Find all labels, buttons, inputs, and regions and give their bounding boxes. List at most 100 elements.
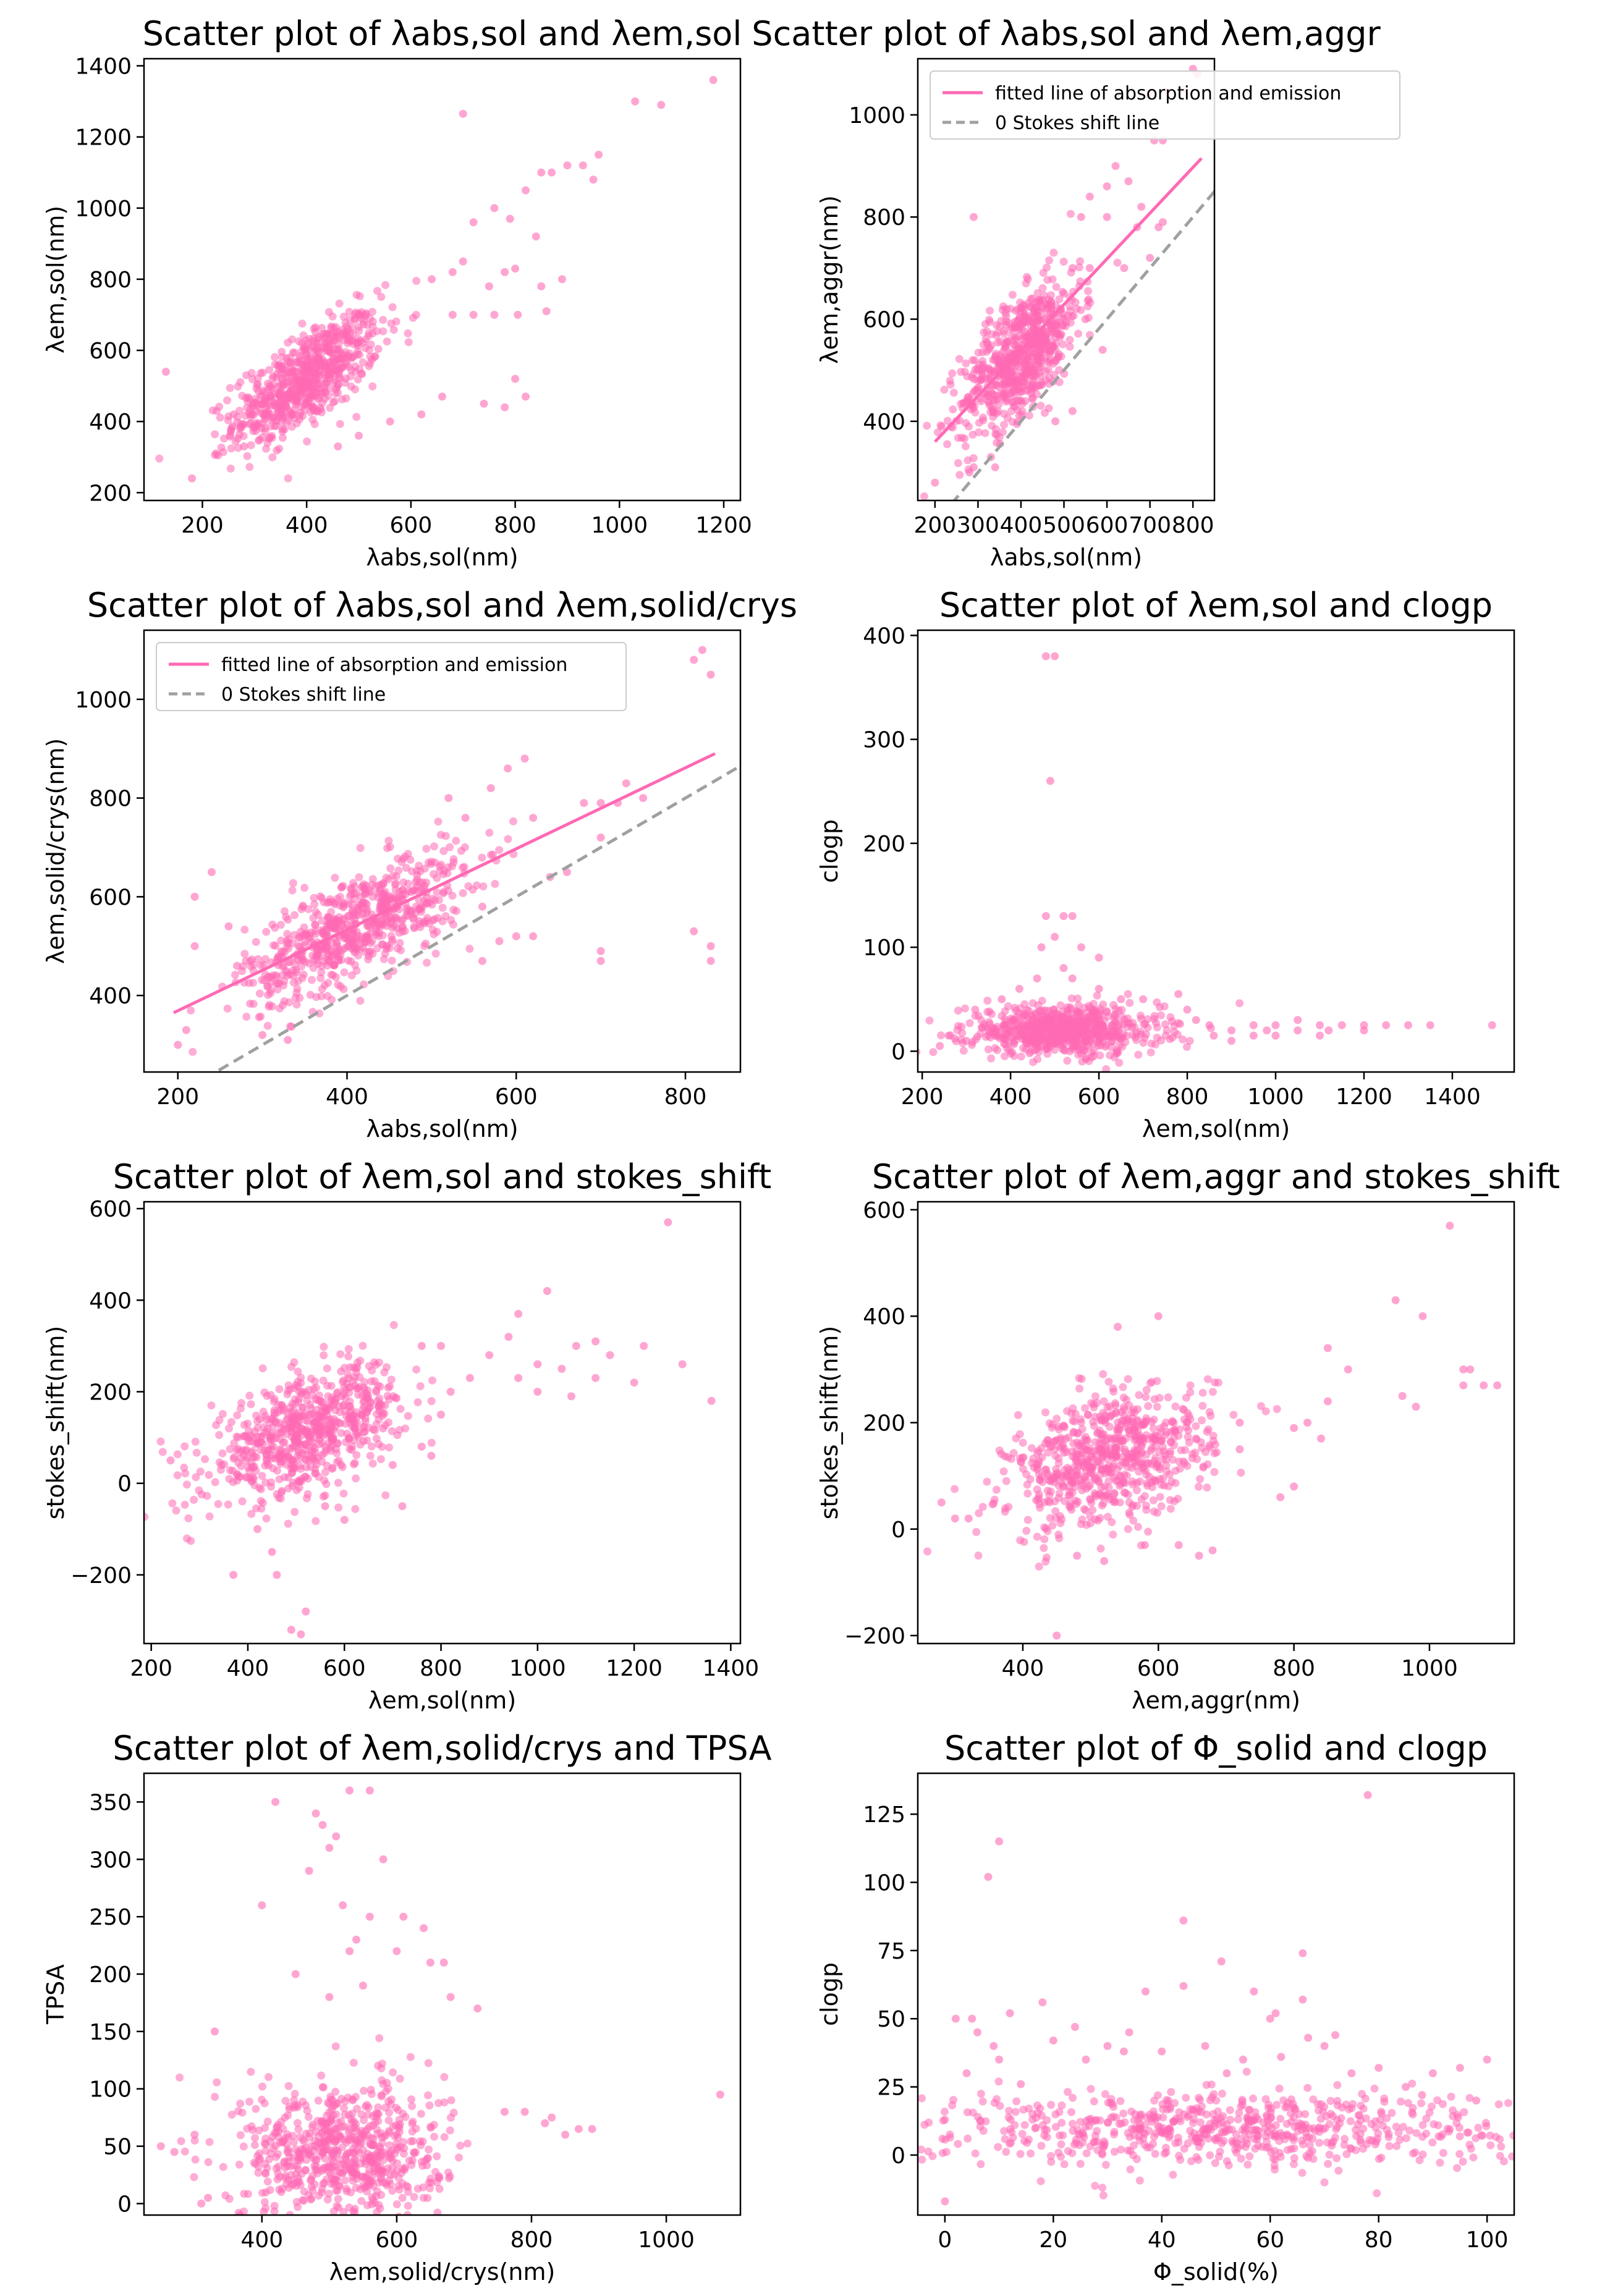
- data-point: [1103, 182, 1111, 191]
- data-point: [931, 478, 939, 487]
- data-point: [1130, 1453, 1138, 1461]
- data-point: [478, 956, 486, 965]
- data-point: [940, 386, 949, 394]
- data-point: [1404, 1021, 1412, 1029]
- data-point: [378, 880, 386, 889]
- data-point: [261, 1479, 270, 1487]
- data-point: [252, 427, 260, 436]
- data-point: [1090, 1400, 1098, 1409]
- data-point: [317, 992, 326, 1000]
- data-point: [440, 866, 449, 875]
- data-point: [1043, 263, 1051, 272]
- data-point: [1022, 1527, 1031, 1535]
- data-point: [349, 1417, 358, 1426]
- data-point: [1166, 1447, 1175, 1456]
- data-point: [392, 1394, 401, 1403]
- data-point: [435, 2242, 443, 2250]
- data-point: [297, 962, 306, 971]
- data-point: [294, 2125, 303, 2134]
- data-point: [589, 175, 598, 184]
- data-point: [952, 1037, 960, 1045]
- data-point: [1085, 295, 1093, 304]
- data-point: [951, 1514, 959, 1523]
- data-point: [327, 1382, 336, 1390]
- data-point: [1097, 1416, 1106, 1424]
- data-point: [240, 442, 248, 450]
- data-point: [1033, 289, 1042, 297]
- data-point: [298, 1403, 307, 1412]
- data-point: [984, 389, 993, 398]
- data-point: [260, 424, 269, 433]
- data-point: [269, 1435, 277, 1443]
- data-point: [343, 1429, 352, 1438]
- data-point: [301, 1440, 310, 1448]
- data-point: [971, 1005, 980, 1014]
- fitted-line: [172, 752, 716, 1015]
- y-tick-label: 600: [89, 885, 132, 910]
- data-point: [1290, 1424, 1298, 1432]
- data-point: [1082, 1484, 1091, 1493]
- data-point: [420, 2250, 428, 2258]
- data-point: [1137, 1015, 1145, 1023]
- data-point: [479, 882, 488, 891]
- data-point: [1109, 1384, 1117, 1393]
- data-point: [1001, 1015, 1009, 1023]
- data-point: [1006, 305, 1015, 313]
- data-point: [1382, 1021, 1391, 1029]
- data-point: [379, 327, 388, 336]
- data-point: [1104, 1484, 1113, 1492]
- data-point: [352, 413, 361, 421]
- data-point: [360, 2116, 368, 2124]
- data-point: [286, 970, 294, 979]
- data-point: [344, 1344, 353, 1353]
- data-point: [299, 331, 308, 340]
- data-point: [1041, 1408, 1049, 1417]
- data-point: [1153, 1403, 1161, 1411]
- chart-title: Scatter plot of λem,sol and stokes_shift: [113, 1157, 772, 1196]
- data-point: [664, 1218, 672, 1226]
- data-point: [310, 900, 319, 908]
- data-point: [392, 2140, 400, 2148]
- x-tick-label: 600: [1137, 1656, 1180, 1681]
- data-point: [1068, 1478, 1077, 1487]
- y-tick-label: 800: [863, 205, 905, 230]
- data-point: [341, 379, 349, 387]
- data-point: [256, 1012, 265, 1021]
- data-point: [1067, 994, 1076, 1003]
- data-point: [354, 951, 363, 960]
- data-point: [1085, 1023, 1094, 1032]
- data-point: [1029, 1058, 1038, 1066]
- data-point: [338, 363, 347, 372]
- data-point: [1139, 1437, 1148, 1446]
- data-point: [968, 431, 977, 439]
- data-point: [287, 1362, 295, 1371]
- data-point: [1142, 1501, 1150, 1510]
- data-point: [1057, 1442, 1066, 1451]
- x-axis-label: λem,sol(nm): [1142, 1115, 1290, 1142]
- data-point: [385, 1443, 394, 1452]
- data-point: [352, 1474, 360, 1483]
- data-point: [270, 1411, 279, 1420]
- data-point: [252, 407, 261, 416]
- data-point: [1104, 1462, 1113, 1470]
- data-point: [318, 1413, 326, 1422]
- y-tick-label: 400: [89, 1288, 132, 1314]
- data-point: [347, 957, 355, 966]
- data-point: [1137, 203, 1146, 211]
- data-point: [279, 434, 287, 442]
- data-point: [639, 794, 648, 803]
- data-point: [1001, 1052, 1009, 1060]
- data-point: [520, 754, 529, 763]
- data-point: [1065, 302, 1074, 311]
- data-point: [472, 881, 481, 890]
- data-point: [430, 2132, 438, 2141]
- data-point: [331, 874, 339, 882]
- data-point: [269, 1442, 277, 1451]
- data-point: [1093, 1018, 1101, 1026]
- data-point: [1111, 162, 1120, 171]
- data-point: [501, 268, 509, 276]
- data-point: [1035, 382, 1043, 390]
- data-point: [1142, 1431, 1151, 1440]
- data-point: [355, 431, 363, 440]
